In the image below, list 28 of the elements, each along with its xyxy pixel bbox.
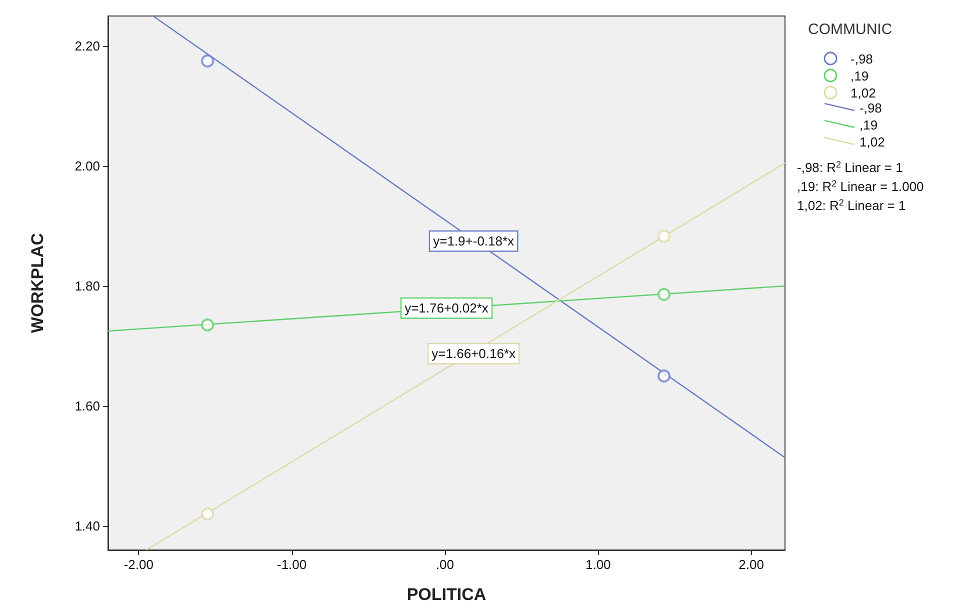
- y-tick-label: 1.60: [74, 398, 100, 414]
- y-tick-label: 2.00: [74, 158, 100, 174]
- y-axis-title: WORKPLAC: [28, 232, 47, 334]
- legend-label: -,98: [850, 52, 873, 66]
- point: [658, 288, 670, 301]
- annotation: y=1.66+0.16*x: [432, 346, 516, 362]
- annotation: y=1.76+0.02*x: [404, 300, 489, 316]
- x-tick-label: 1.00: [585, 557, 611, 572]
- point: [201, 508, 214, 520]
- y-tick-label: 1.80: [74, 278, 100, 294]
- legend-label: 1,02: [860, 134, 885, 150]
- legend-label: ,19: [850, 68, 869, 84]
- point: [201, 318, 214, 332]
- y-tick-label: 2.20: [74, 38, 100, 54]
- x-tick-label: 2.00: [738, 557, 764, 572]
- point: [658, 370, 670, 382]
- legend-title: COMMUNIC: [808, 21, 892, 38]
- point: [658, 230, 670, 243]
- x-tick-label: -1.00: [276, 557, 307, 572]
- x-tick-label: -2.00: [124, 557, 154, 572]
- legend-label: 1,02: [850, 86, 876, 100]
- point: [201, 54, 214, 68]
- y-tick-label: 1.40: [74, 518, 100, 534]
- annotation: y=1.9+-0.18*x: [433, 234, 515, 249]
- legend-label: -,98: [860, 100, 882, 116]
- legend-label: ,19: [860, 118, 878, 132]
- x-axis-title: POLITICA: [406, 585, 486, 604]
- x-tick-label: .00: [436, 557, 454, 572]
